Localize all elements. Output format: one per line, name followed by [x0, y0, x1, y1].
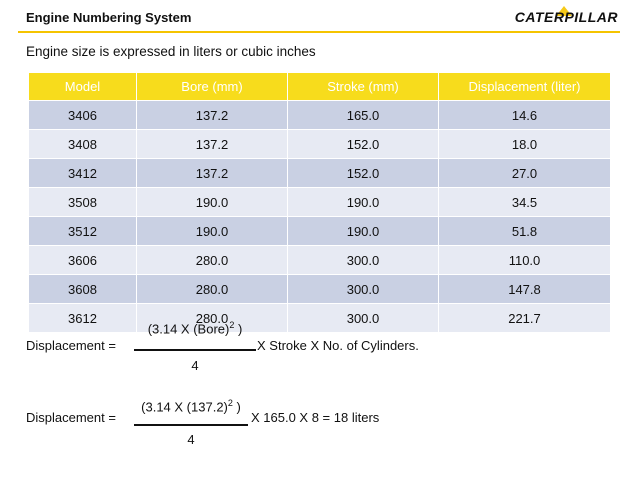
table-cell: 152.0: [287, 129, 439, 159]
table-cell: 3606: [28, 245, 137, 275]
table-cell: 221.7: [438, 303, 611, 333]
table-row: 3408 137.2 152.0 18.0: [28, 129, 611, 159]
formula-numerator: (3.14 X (137.2)2 ): [134, 398, 248, 414]
formula-label: Displacement =: [26, 410, 116, 425]
table-cell: 190.0: [136, 187, 288, 217]
numerator-text: (3.14 X (137.2): [141, 399, 228, 415]
table-row: 3512 190.0 190.0 51.8: [28, 216, 611, 246]
formula-example: Displacement = (3.14 X (137.2)2 ) 4 X 16…: [0, 398, 638, 458]
table-cell: 137.2: [136, 129, 288, 159]
table-cell: 137.2: [136, 100, 288, 130]
table-cell: 190.0: [136, 216, 288, 246]
table-row: 3606 280.0 300.0 110.0: [28, 245, 611, 275]
table-cell: 147.8: [438, 274, 611, 304]
numerator-text: (3.14 X (Bore): [147, 321, 230, 337]
table-row: 3612 280.0 300.0 221.7: [28, 303, 611, 333]
table-cell: 137.2: [136, 158, 288, 188]
engine-table: Model Bore (mm) Stroke (mm) Displacement…: [28, 72, 611, 333]
table-cell: 51.8: [438, 216, 611, 246]
table-cell: 300.0: [287, 274, 439, 304]
table-cell: 190.0: [287, 216, 439, 246]
table-cell: 3508: [28, 187, 137, 217]
table-row: 3508 190.0 190.0 34.5: [28, 187, 611, 217]
table-cell: 3408: [28, 129, 137, 159]
formula-general: Displacement = (3.14 X (Bore)2 ) 4 X Str…: [0, 320, 638, 380]
table-row: 3608 280.0 300.0 147.8: [28, 274, 611, 304]
formula-denominator: 4: [191, 358, 199, 373]
numerator-close: ): [234, 321, 243, 337]
table-cell: 280.0: [136, 274, 288, 304]
formula-tail: X Stroke X No. of Cylinders.: [257, 338, 419, 353]
table-cell: 3406: [28, 100, 137, 130]
column-header: Bore (mm): [136, 72, 288, 101]
table-cell: 14.6: [438, 100, 611, 130]
exponent: 2: [227, 398, 233, 408]
fraction-bar: [134, 424, 248, 426]
table-cell: 27.0: [438, 158, 611, 188]
table-row: 3406 137.2 165.0 14.6: [28, 100, 611, 130]
table-cell: 18.0: [438, 129, 611, 159]
header: Engine Numbering System CATERPILLAR: [18, 6, 620, 30]
exponent: 2: [229, 320, 235, 330]
table-cell: 3412: [28, 158, 137, 188]
caterpillar-logo: CATERPILLAR: [514, 9, 618, 25]
table-cell: 34.5: [438, 187, 611, 217]
table-cell: 3608: [28, 274, 137, 304]
table-header-row: Model Bore (mm) Stroke (mm) Displacement…: [28, 72, 611, 101]
header-divider: [18, 31, 620, 33]
logo-triangle-icon: [556, 6, 572, 16]
formula-numerator: (3.14 X (Bore)2 ): [134, 320, 256, 336]
table-cell: 300.0: [287, 245, 439, 275]
subtitle: Engine size is expressed in liters or cu…: [26, 44, 316, 59]
table-cell: 165.0: [287, 100, 439, 130]
column-header: Displacement (liter): [438, 72, 611, 101]
table-cell: 110.0: [438, 245, 611, 275]
numerator-close: ): [232, 399, 241, 415]
table-row: 3412 137.2 152.0 27.0: [28, 158, 611, 188]
page-title: Engine Numbering System: [26, 10, 192, 25]
fraction-bar: [134, 349, 256, 351]
column-header: Model: [28, 72, 137, 101]
table-cell: 3612: [28, 303, 137, 333]
formula-tail: X 165.0 X 8 = 18 liters: [251, 410, 380, 425]
table-cell: 152.0: [287, 158, 439, 188]
table-cell: 300.0: [287, 303, 439, 333]
table-cell: 280.0: [136, 303, 288, 333]
column-header: Stroke (mm): [287, 72, 439, 101]
table-cell: 190.0: [287, 187, 439, 217]
table-cell: 280.0: [136, 245, 288, 275]
formula-label: Displacement =: [26, 338, 116, 353]
table-cell: 3512: [28, 216, 137, 246]
formula-denominator: 4: [187, 432, 195, 447]
